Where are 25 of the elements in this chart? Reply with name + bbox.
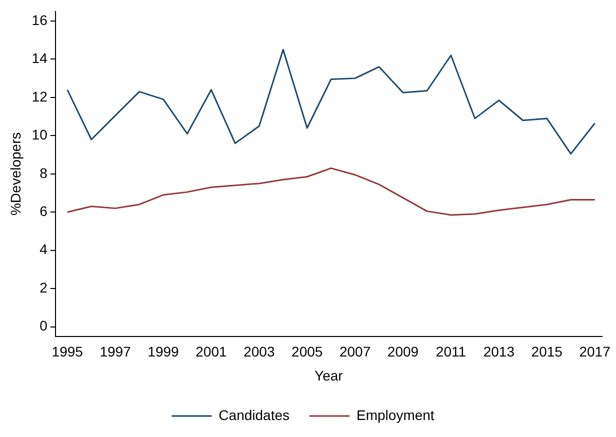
x-tick-label: 2003	[244, 344, 275, 360]
x-tick-label: 2001	[196, 344, 227, 360]
x-tick-label: 2011	[436, 344, 466, 360]
y-tick-label: 0	[40, 318, 48, 334]
x-tick-label: 2017	[579, 344, 611, 360]
legend-label: Employment	[356, 406, 434, 423]
y-axis-title: %Developers	[7, 132, 24, 216]
x-tick-label: 2009	[387, 344, 419, 360]
y-tick-label: 16	[32, 12, 48, 28]
x-tick-label: 2013	[483, 344, 515, 360]
x-tick-label: 2007	[339, 344, 371, 360]
x-tick-label: 1995	[52, 344, 84, 360]
y-tick-label: 2	[40, 279, 48, 296]
x-tick-label: 2015	[531, 344, 563, 360]
y-tick-label: 6	[40, 202, 48, 219]
y-tick-label: 8	[40, 164, 48, 181]
x-axis-title: Year	[314, 367, 344, 384]
x-tick-label: 1999	[148, 344, 180, 360]
y-tick-label: 12	[32, 88, 48, 104]
x-tick-label: 2005	[292, 344, 323, 360]
legend-label: Candidates	[218, 406, 290, 423]
y-tick-label: 14	[32, 50, 48, 66]
y-tick-label: 10	[32, 126, 48, 143]
y-tick-label: 4	[40, 241, 48, 258]
x-tick-label: 1997	[100, 344, 132, 360]
